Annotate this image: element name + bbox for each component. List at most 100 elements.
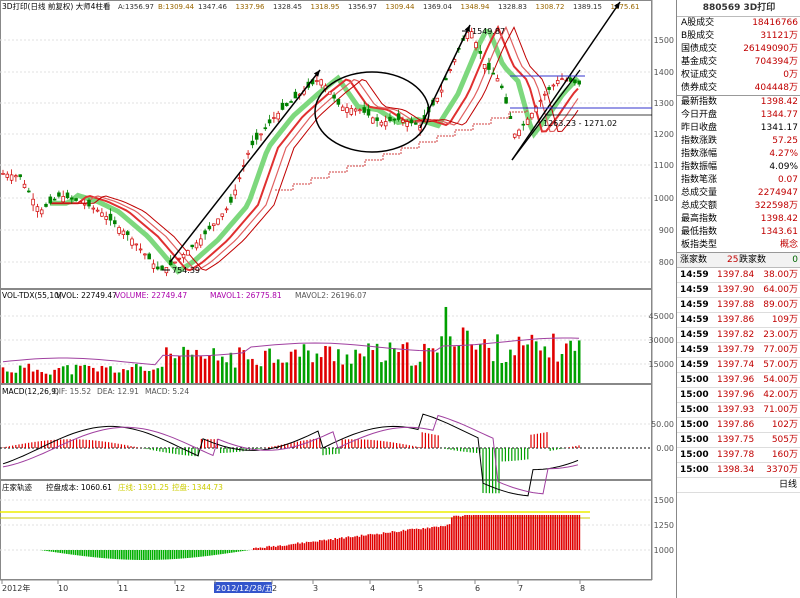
volume-bar: [324, 345, 327, 383]
volume-bar: [203, 358, 207, 383]
tick-volume: 38.00万: [763, 270, 798, 280]
tick-row[interactable]: 14:59 1397.74 57.00万: [677, 358, 800, 373]
candle-body: [538, 100, 543, 103]
candle-body: [61, 196, 65, 203]
candle-body: [173, 261, 177, 264]
volume-bar: [61, 366, 65, 383]
candle-body: [358, 109, 362, 112]
x-axis-label: 12: [175, 584, 185, 593]
decline-value: 0: [792, 255, 798, 265]
index-value: 1341.17: [760, 123, 798, 133]
tick-row[interactable]: 14:59 1397.84 38.00万: [677, 268, 800, 283]
tick-row[interactable]: 15:00 1397.96 42.00万: [677, 388, 800, 403]
candle-body: [469, 31, 474, 39]
tick-price: 1397.86: [717, 315, 755, 325]
candle-body: [392, 118, 397, 121]
tick-row[interactable]: 15:00 1397.75 505万: [677, 433, 800, 448]
price-axis-label: 1200: [654, 130, 674, 139]
volumes-row: 基金成交 704394万: [677, 56, 800, 69]
candle-body: [95, 209, 100, 212]
volume-bar: [461, 327, 465, 383]
volume-bar: [66, 365, 69, 383]
index-label: 指数振幅: [681, 162, 718, 172]
candle-body: [39, 209, 44, 215]
tick-row[interactable]: 14:59 1397.82 23.00万: [677, 328, 800, 343]
tick-row[interactable]: 15:00 1398.34 3370万: [677, 463, 800, 478]
candle-body: [500, 85, 504, 89]
candle-body: [130, 238, 134, 246]
volume-bar: [388, 342, 392, 383]
candle-body: [65, 192, 70, 199]
candle-body: [512, 133, 517, 138]
tick-list[interactable]: 14:59 1397.84 38.00万 14:59 1397.90 64.00万 14:5…: [677, 268, 800, 493]
low-annotation: 754.39: [172, 266, 200, 275]
volume-bar: [358, 353, 362, 383]
tick-price: 1397.90: [717, 285, 755, 295]
candle-body: [414, 122, 418, 125]
index-label: 指数涨幅: [681, 149, 718, 159]
candle-body: [439, 89, 444, 93]
candle-body: [70, 197, 74, 200]
volume-bar: [423, 343, 426, 383]
index-row: 今日开盘 1344.77: [677, 109, 800, 122]
volume-bar: [565, 343, 568, 383]
candle-body: [121, 230, 126, 236]
volumes-row: 国债成交 26149090万: [677, 43, 800, 56]
period-label: 日线: [778, 480, 797, 490]
volume-bar: [345, 354, 349, 383]
volume-bar: [517, 336, 521, 383]
candle-body: [332, 94, 336, 99]
tick-row[interactable]: 15:00 1397.78 160万: [677, 448, 800, 463]
tick-row[interactable]: 14:59 1397.79 77.00万: [677, 343, 800, 358]
candle-body: [211, 223, 216, 227]
volume-bar: [448, 336, 452, 383]
price-axis-label: 1400: [654, 68, 674, 77]
volume-bar: [436, 352, 439, 383]
candle-body: [194, 242, 199, 249]
candle-body: [272, 117, 276, 119]
ma-line-red: [50, 24, 579, 272]
chart-header: 3D打印(日线 前复权) 大师4柱看: [2, 1, 111, 11]
candle-body: [353, 108, 358, 112]
volume-bar: [491, 361, 495, 383]
volume-bar: [440, 336, 443, 383]
candle-body: [379, 121, 384, 126]
tick-time: 14:59: [680, 285, 709, 295]
volume-bar: [139, 366, 142, 383]
volume-bar: [281, 362, 284, 383]
period-row: 日线: [677, 478, 800, 493]
price-axis-label: 800: [659, 258, 674, 267]
volume-bar: [40, 372, 43, 383]
volume-bar: [474, 349, 478, 383]
tick-row[interactable]: 14:59 1397.88 89.00万: [677, 298, 800, 313]
x-axis-label: 8: [580, 584, 585, 593]
volume-bar: [483, 339, 486, 383]
tick-row[interactable]: 14:59 1397.86 109万: [677, 313, 800, 328]
volume-bar: [466, 330, 469, 383]
volumes-label: 基金成交: [681, 57, 718, 67]
candle-body: [525, 118, 530, 125]
candle-body: [186, 250, 190, 256]
volume-bar: [319, 357, 323, 383]
tick-row[interactable]: 15:00 1397.93 71.00万: [677, 403, 800, 418]
candle-body: [143, 253, 147, 256]
tick-row[interactable]: 15:00 1397.86 102万: [677, 418, 800, 433]
candle-body: [207, 225, 212, 230]
kline-chart-area[interactable]: 1500 1400 1300 1200 1100 1000 900 800 3D打印(日线 前复…: [0, 0, 676, 598]
volume-bar: [147, 371, 151, 383]
tick-row[interactable]: 14:59 1397.90 64.00万: [677, 283, 800, 298]
header-stat: B:1309.44: [158, 3, 195, 11]
volume-bar: [543, 346, 547, 383]
volume-bar: [199, 356, 203, 383]
volume-bar: [311, 362, 314, 383]
volume-bar: [135, 364, 138, 383]
tick-row[interactable]: 15:00 1397.96 54.00万: [677, 373, 800, 388]
volume-bar: [83, 364, 86, 383]
volumes-label: B股成交: [681, 31, 715, 41]
volume-bar: [130, 366, 134, 383]
index-value: 1398.42: [760, 97, 798, 107]
index-label: 最低指数: [681, 227, 718, 237]
header-stat: 1369.04: [423, 3, 452, 11]
trend-arrow-3-head: [614, 2, 620, 9]
volume-bar: [337, 349, 340, 383]
